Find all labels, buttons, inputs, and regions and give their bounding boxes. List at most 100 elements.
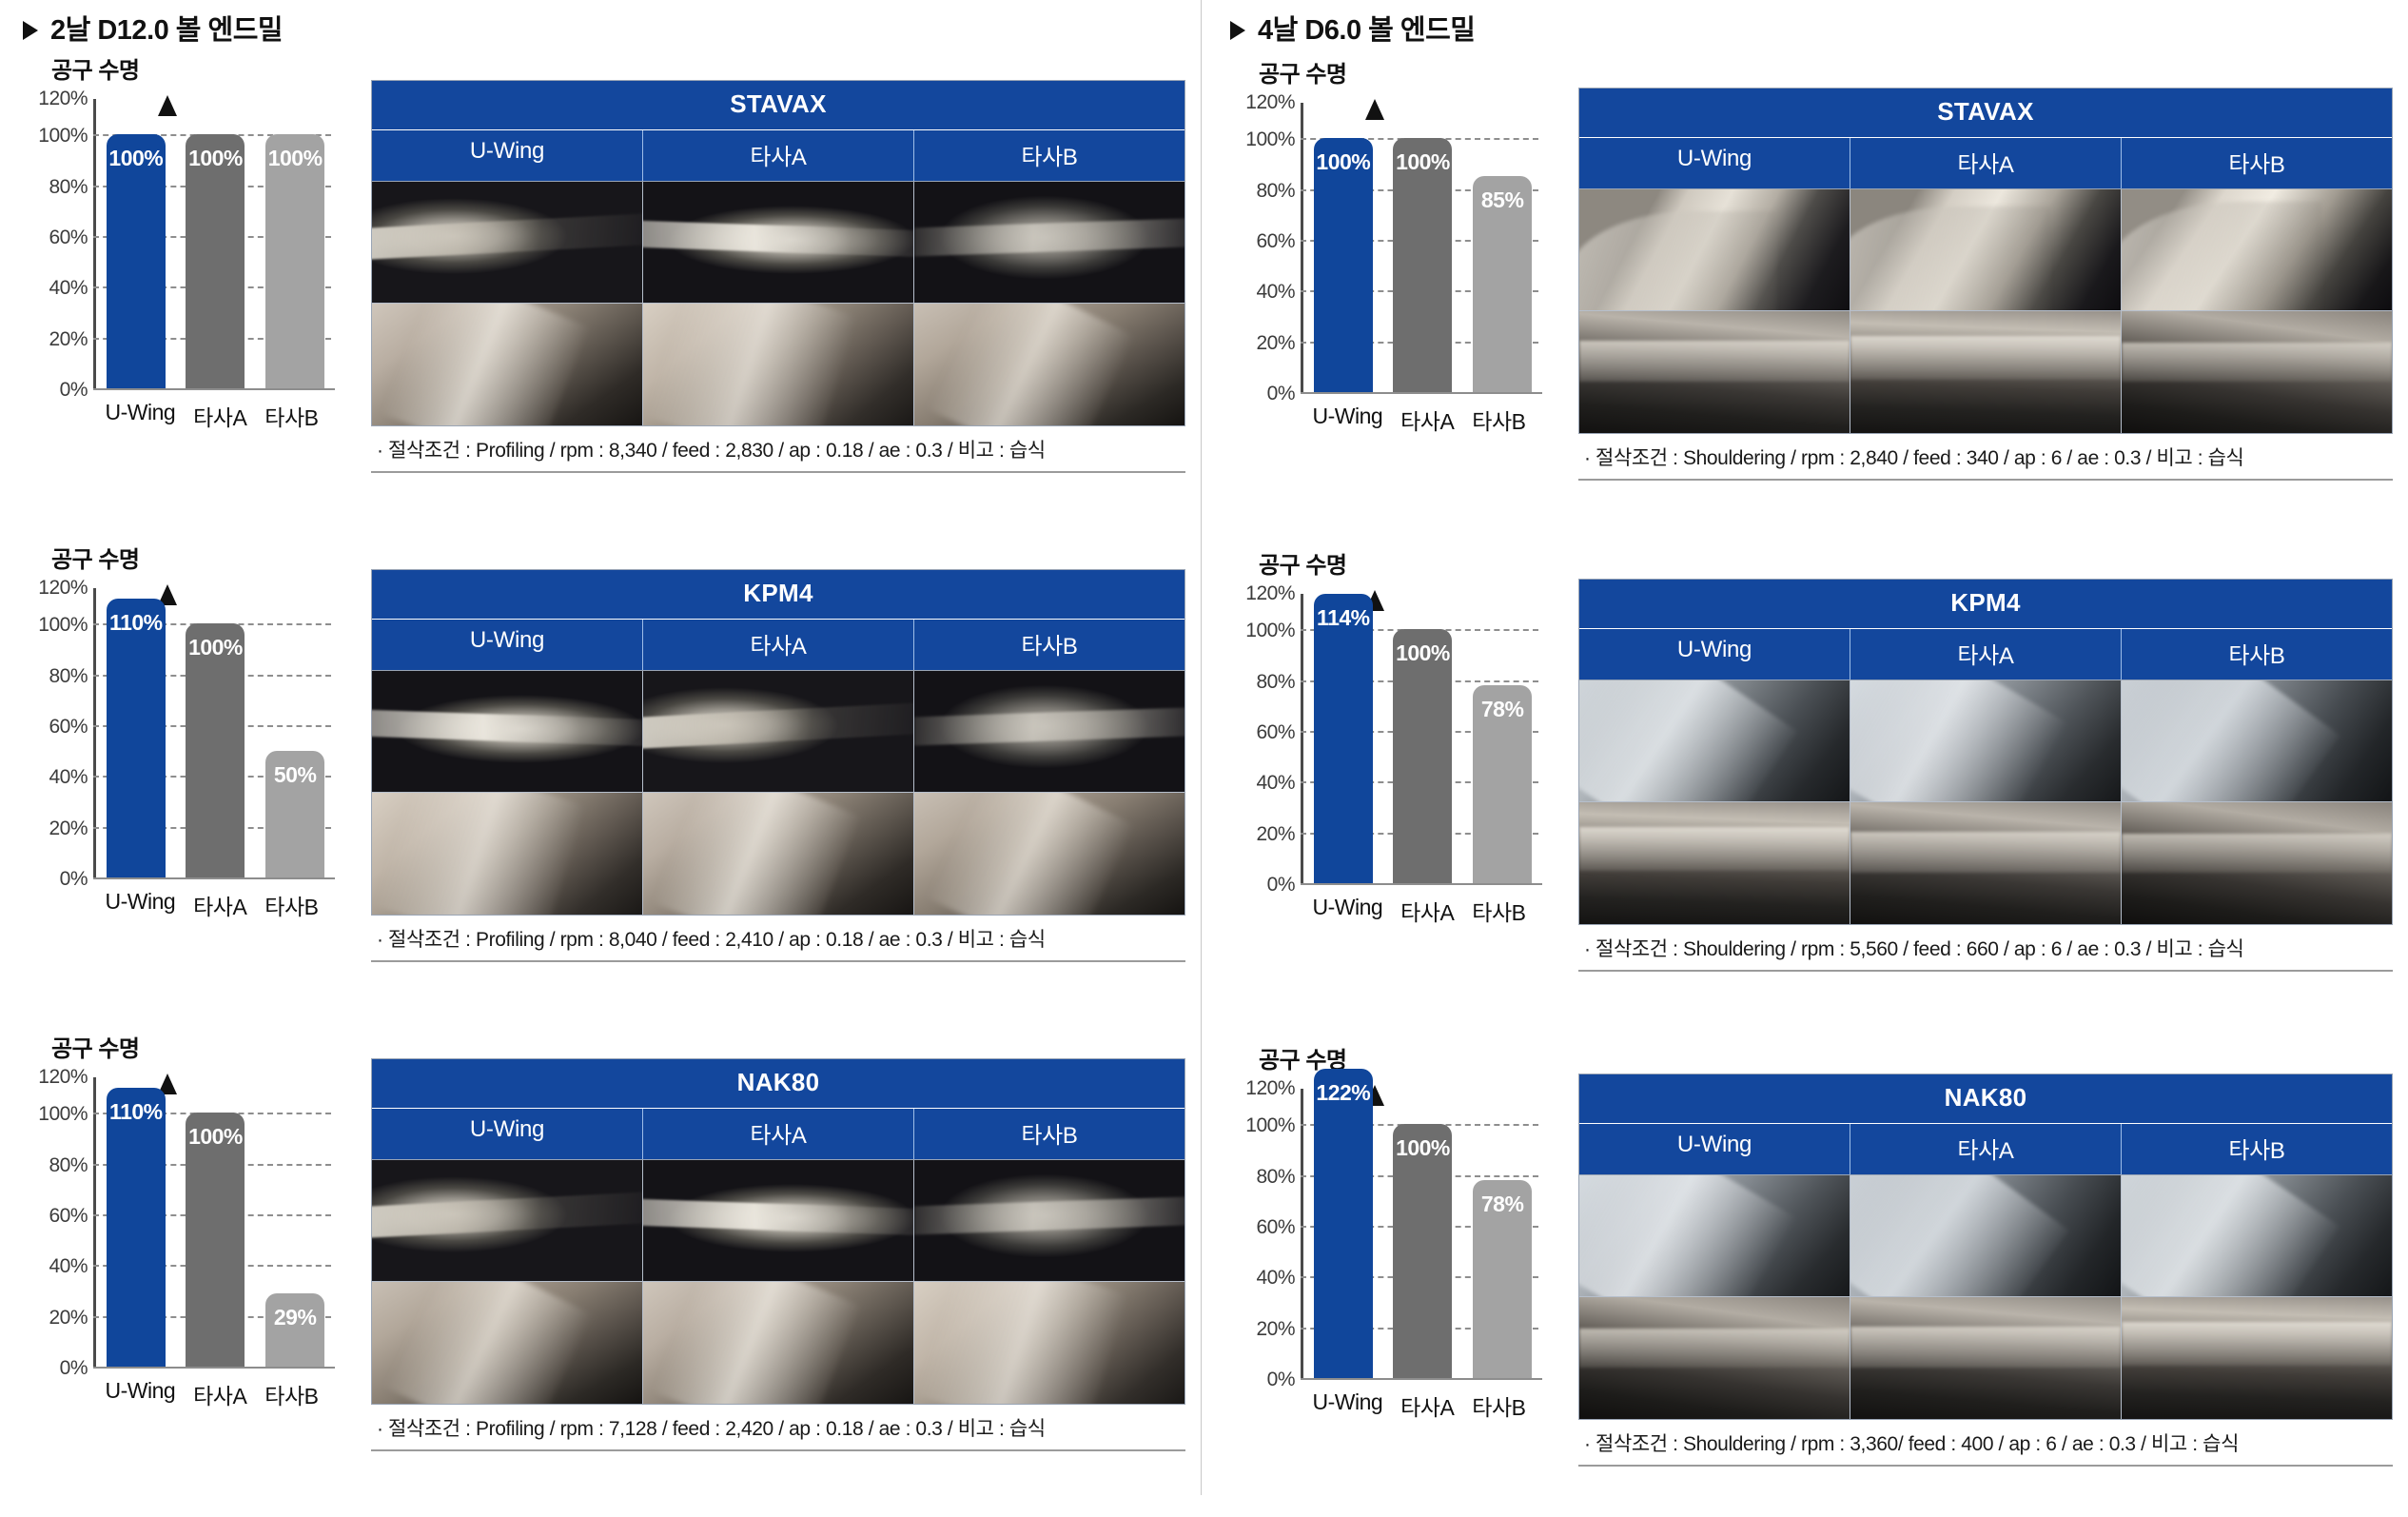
tool-wear-photo [914, 671, 1184, 793]
ytick-20: 20% [1256, 331, 1295, 354]
xlabel-u-wing: U-Wing [1312, 895, 1383, 919]
block-left-stavax: 공구 수명 120% 100% 80% 60% 40% 20% 0% [0, 51, 1201, 527]
photo-col-tasa-a [1850, 680, 2122, 924]
tool-wear-photo [2122, 1175, 2392, 1297]
plot-area: 120% 100% 80% 60% 40% 20% 0% 122% 100% 7… [1228, 1068, 1542, 1390]
col-header-u-wing: U-Wing [1579, 138, 1850, 188]
photo-col-u-wing [372, 1160, 643, 1404]
x-axis-line [93, 388, 335, 390]
ytick-60: 60% [49, 227, 88, 248]
tool-flank-photo [1579, 1297, 1850, 1419]
comparison-table: NAK80 U-Wing 타사A 타사B [371, 1058, 1185, 1405]
ytick-60: 60% [49, 716, 88, 738]
col-header-u-wing: U-Wing [1579, 629, 1850, 680]
table-header-row: U-Wing 타사A 타사B [372, 130, 1184, 181]
x-axis-labels: U-Wing 타사A 타사B [1303, 1389, 1535, 1422]
chart-left-stavax: 공구 수명 120% 100% 80% 60% 40% 20% 0% [0, 51, 371, 527]
bar-value-label: 100% [267, 146, 323, 171]
xlabel-tasa-b: 타사B [264, 405, 319, 430]
ytick-0: 0% [59, 379, 88, 401]
bar-group: 110% 100% 29% [96, 1064, 335, 1367]
table-right-nak80: NAK80 U-Wing 타사A 타사B [1578, 1041, 2408, 1517]
tool-flank-photo [914, 1282, 1184, 1404]
photo-col-tasa-b [914, 182, 1184, 425]
bar-value-label: 100% [1396, 640, 1450, 666]
block-right-stavax: 공구 수명 120% 100% 80% 60% 40% 20% 0% [1207, 55, 2408, 531]
xlabel-tasa-a: 타사A [193, 1384, 247, 1409]
comparison-table: STAVAX U-Wing 타사A 타사B [1578, 88, 2393, 434]
xlabel-u-wing: U-Wing [1312, 1389, 1383, 1414]
cutting-condition-note: · 절삭조건 : Shouldering / rpm : 2,840 / fee… [1578, 443, 2393, 481]
ytick-40: 40% [1256, 772, 1295, 795]
bar-tasa-b: 50% [265, 750, 325, 877]
photo-col-u-wing [1579, 189, 1850, 433]
tool-wear-photo [643, 1160, 913, 1282]
ytick-120: 120% [1245, 1077, 1295, 1099]
tool-wear-photo [914, 182, 1184, 304]
y-axis-line [93, 1074, 177, 1369]
x-axis-labels: U-Wing 타사A 타사B [1303, 404, 1535, 436]
tool-flank-photo [2122, 1297, 2392, 1419]
ytick-80: 80% [49, 1153, 88, 1176]
left-section-title: 2날 D12.0 볼 엔드밀 [0, 0, 1201, 49]
tool-flank-photo [643, 1282, 913, 1404]
ytick-40: 40% [49, 277, 88, 300]
bar-value-label: 100% [1396, 1135, 1450, 1161]
ytick-100: 100% [38, 614, 88, 637]
photo-col-tasa-b [2122, 1175, 2392, 1419]
x-axis-line [1301, 883, 1542, 885]
plot-area: 120% 100% 80% 60% 40% 20% 0% 110% 100% 2… [21, 1064, 335, 1379]
chart-axis-title: 공구 수명 [1259, 1048, 1347, 1074]
tool-wear-photo [1850, 1175, 2121, 1297]
bar-tasa-a: 100% [1393, 138, 1453, 392]
ytick-80: 80% [1256, 1165, 1295, 1188]
ytick-0: 0% [59, 868, 88, 890]
col-header-u-wing: U-Wing [372, 620, 643, 670]
col-header-tasa-b: 타사B [1021, 1123, 1078, 1149]
bar-group: 122% 100% 78% [1303, 1068, 1542, 1378]
bar-tasa-b: 85% [1473, 176, 1533, 392]
col-header-tasa-b: 타사B [1021, 634, 1078, 660]
xlabel-tasa-b: 타사B [1472, 900, 1526, 925]
comparison-table: STAVAX U-Wing 타사A 타사B [371, 80, 1185, 426]
ytick-80: 80% [49, 664, 88, 687]
y-axis-arrow-icon [158, 584, 177, 605]
ytick-80: 80% [1256, 179, 1295, 202]
bar-u-wing: 122% [1313, 1068, 1373, 1378]
table-material-title: STAVAX [372, 81, 1184, 130]
tool-wear-photo [372, 671, 642, 793]
comparison-table: NAK80 U-Wing 타사A 타사B [1578, 1074, 2393, 1420]
ytick-100: 100% [38, 125, 88, 148]
table-header-row: U-Wing 타사A 타사B [1579, 629, 2392, 680]
ytick-120: 120% [38, 577, 88, 599]
table-material-title: KPM4 [372, 570, 1184, 620]
chart-axis-title: 공구 수명 [51, 547, 140, 573]
plot-area: 120% 100% 80% 60% 40% 20% 0% 100% 100% 8… [1228, 89, 1542, 404]
bar-tasa-a: 100% [186, 623, 245, 877]
photo-col-tasa-b [914, 671, 1184, 915]
bar-tasa-b: 29% [265, 1292, 325, 1367]
ytick-100: 100% [1245, 128, 1295, 151]
x-axis-line [1301, 392, 1542, 394]
photo-col-u-wing [372, 182, 643, 425]
tool-wear-photo [2122, 680, 2392, 802]
photo-col-tasa-a [643, 182, 914, 425]
y-axis-arrow-icon [158, 1074, 177, 1094]
y-axis-arrow-icon [1365, 99, 1384, 120]
bar-value-label: 100% [108, 146, 164, 171]
tool-flank-photo [914, 793, 1184, 915]
table-left-kpm4: KPM4 U-Wing 타사A 타사B [371, 541, 1201, 1016]
bar-tasa-b: 100% [265, 134, 325, 388]
x-axis-labels: U-Wing 타사A 타사B [96, 1378, 327, 1410]
tool-wear-photo [1850, 189, 2121, 311]
bar-group: 100% 100% 85% [1303, 89, 1542, 392]
chart-right-kpm4: 공구 수명 120% 100% 80% 60% 40% 20% 0% [1207, 546, 1578, 1022]
xlabel-tasa-b: 타사B [1472, 409, 1526, 434]
col-header-tasa-a: 타사A [1850, 138, 2122, 188]
xlabel-tasa-b: 타사B [1472, 1395, 1526, 1420]
xlabel-tasa-a: 타사A [193, 405, 247, 430]
ytick-20: 20% [1256, 822, 1295, 845]
block-right-kpm4: 공구 수명 120% 100% 80% 60% 40% 20% 0% [1207, 546, 2408, 1022]
bar-group: 100% 100% 100% [96, 86, 335, 388]
table-header-row: U-Wing 타사A 타사B [1579, 1124, 2392, 1174]
